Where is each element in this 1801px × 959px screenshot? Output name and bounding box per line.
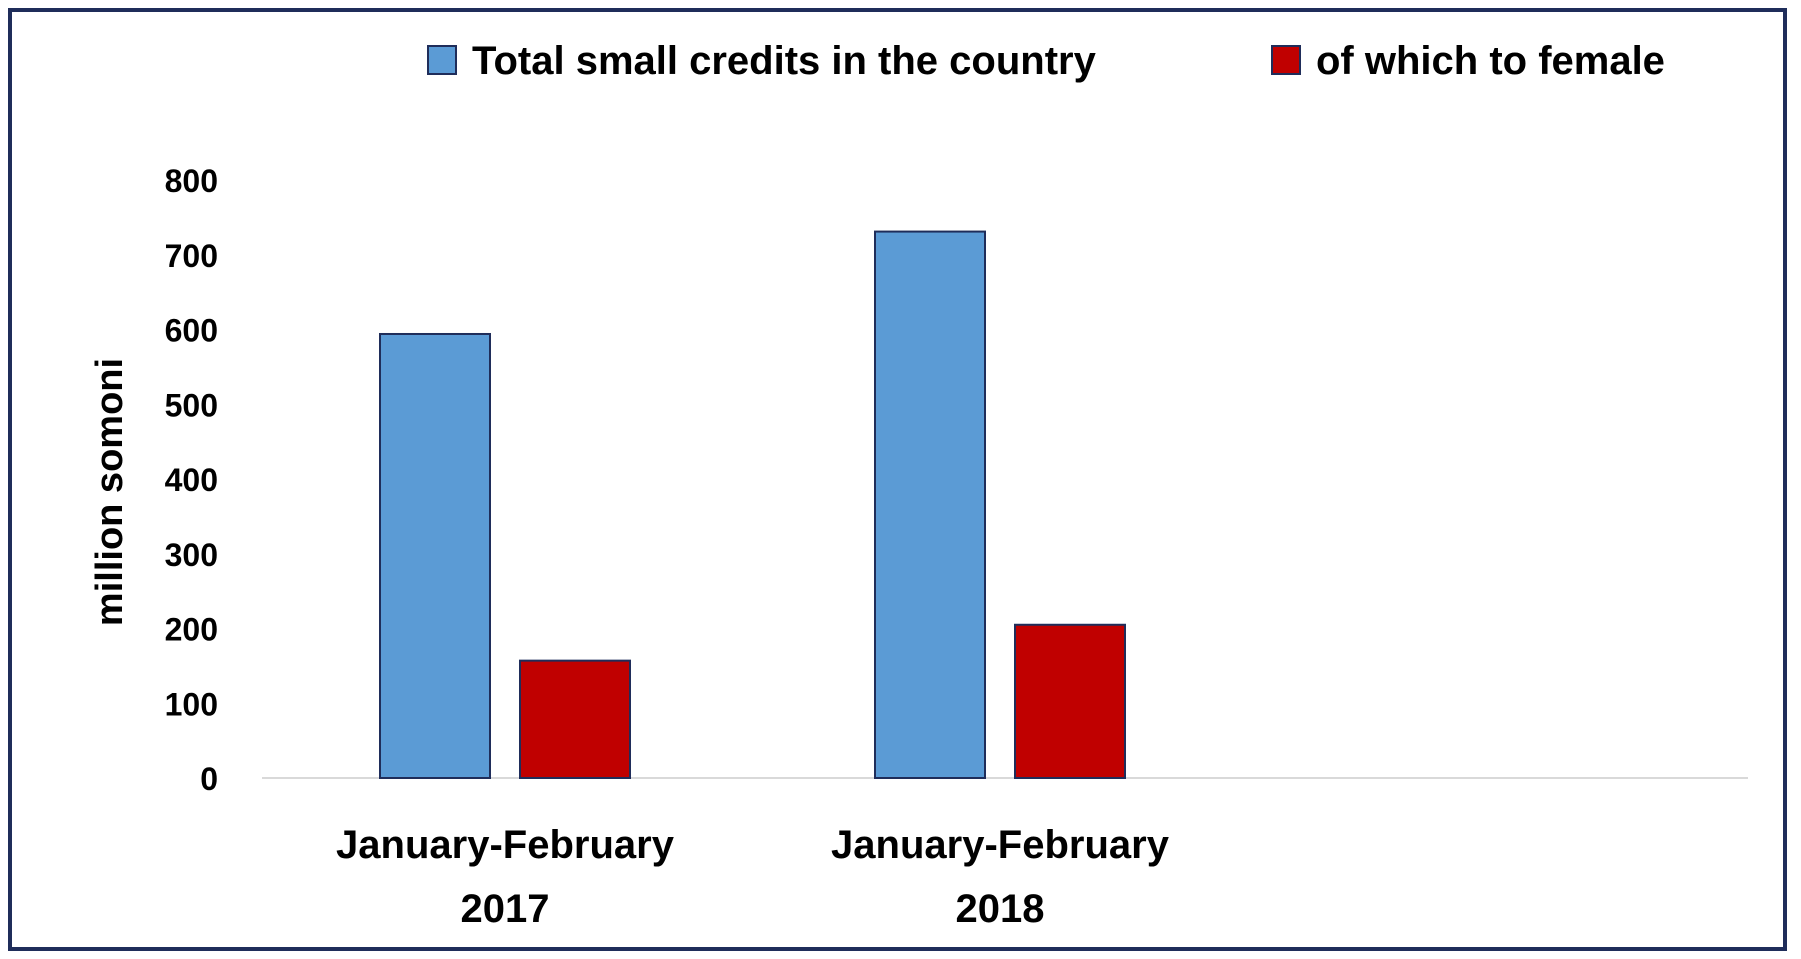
legend-label: Total small credits in the country bbox=[472, 39, 1097, 83]
bar-total-0 bbox=[379, 332, 491, 779]
y-tick-label: 500 bbox=[165, 387, 218, 423]
legend-label: of which to female bbox=[1316, 39, 1665, 83]
y-tick-label: 200 bbox=[165, 612, 218, 648]
x-category-label: January-February bbox=[831, 823, 1170, 867]
y-tick-label: 600 bbox=[165, 313, 218, 349]
y-tick-label: 400 bbox=[165, 462, 218, 498]
legend: Total small credits in the country of whi… bbox=[427, 39, 1665, 83]
y-tick-label: 800 bbox=[165, 163, 218, 199]
x-category-label: 2017 bbox=[461, 887, 550, 931]
bar-female-1 bbox=[1014, 623, 1126, 780]
y-tick-label: 300 bbox=[165, 537, 218, 573]
bar-female-0 bbox=[519, 659, 631, 780]
y-tick-label: 0 bbox=[200, 761, 218, 797]
x-category-label: 2018 bbox=[956, 887, 1045, 931]
y-tick-label: 100 bbox=[165, 686, 218, 722]
y-axis-ticks: 0 100 200 300 400 500 600 700 800 bbox=[165, 163, 218, 797]
x-category-label: January-February bbox=[336, 823, 675, 867]
y-axis-label: million somoni bbox=[89, 358, 131, 626]
bars bbox=[379, 230, 1126, 780]
y-tick-label: 700 bbox=[165, 238, 218, 274]
x-axis-categories: January-February 2017 January-February 2018 bbox=[336, 823, 1170, 931]
bar-total-1 bbox=[874, 230, 986, 779]
legend-swatch bbox=[427, 45, 457, 75]
legend-swatch bbox=[1271, 45, 1301, 75]
